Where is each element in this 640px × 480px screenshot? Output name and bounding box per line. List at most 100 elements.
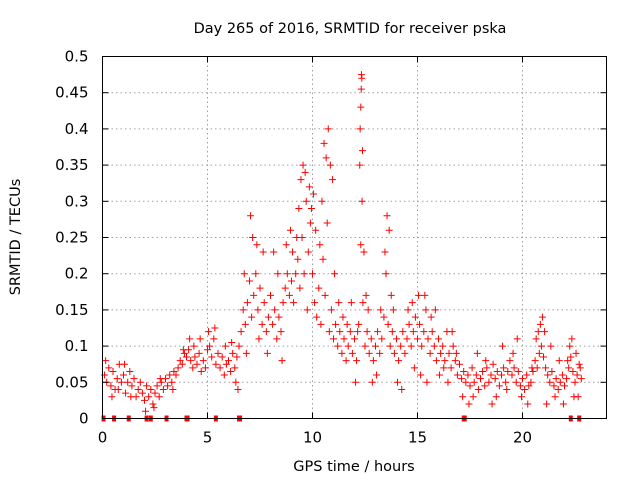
data-point: [456, 360, 463, 368]
data-point: [382, 270, 390, 278]
data-point: [270, 248, 278, 256]
data-point: [252, 270, 260, 278]
data-point: [300, 270, 308, 278]
data-point: [397, 342, 405, 350]
data-point: [568, 335, 576, 343]
data-point: [286, 226, 294, 234]
data-point: [274, 270, 282, 278]
data-point: [237, 328, 245, 336]
data-point: [297, 176, 305, 184]
data-point: [500, 364, 508, 372]
data-point: [453, 371, 461, 379]
data-point: [489, 360, 497, 368]
data-point: [532, 335, 540, 343]
data-point: [249, 234, 257, 241]
data-point: [572, 349, 580, 357]
data-point: [524, 400, 532, 408]
data-point: [285, 291, 293, 299]
data-point: [301, 168, 309, 176]
data-point: [372, 342, 379, 350]
data-point: [127, 393, 135, 401]
y-tick-label: 0.45: [55, 84, 88, 102]
data-point: [149, 400, 157, 408]
data-point: [326, 161, 334, 169]
data-point: [523, 371, 531, 379]
data-point: [259, 248, 267, 256]
data-point: [340, 335, 348, 343]
data-point: [323, 219, 331, 227]
data-point: [498, 371, 505, 379]
data-point: [292, 270, 300, 278]
data-point: [417, 371, 425, 379]
data-point: [374, 328, 382, 336]
data-point: [516, 382, 524, 390]
data-point: [477, 375, 484, 383]
y-tick-label: 0.2: [65, 265, 89, 283]
data-point: [421, 291, 429, 299]
data-point: [546, 378, 554, 386]
data-point: [569, 367, 577, 375]
data-point: [531, 357, 539, 365]
data-point: [107, 382, 115, 390]
data-point: [485, 378, 493, 386]
data-point: [239, 306, 247, 314]
data-point: [502, 378, 510, 386]
data-point: [479, 367, 487, 375]
data-point: [423, 378, 431, 386]
data-point: [210, 335, 218, 343]
data-point: [420, 328, 428, 336]
data-point: [428, 328, 436, 336]
data-point: [395, 357, 403, 365]
data-point: [229, 349, 237, 357]
y-tick-label: 0.05: [55, 373, 88, 391]
data-point: [324, 125, 332, 133]
data-point: [521, 386, 529, 394]
data-point: [242, 349, 250, 357]
data-point: [166, 371, 174, 379]
data-point: [360, 248, 368, 256]
data-point: [222, 360, 230, 368]
data-point: [571, 378, 579, 386]
data-point: [474, 386, 482, 394]
data-point: [393, 335, 400, 343]
data-point: [155, 393, 163, 401]
data-point: [264, 313, 272, 321]
data-point: [387, 291, 395, 299]
data-point: [440, 364, 448, 372]
data-point: [536, 320, 544, 328]
data-point: [232, 378, 240, 386]
y-tick-label: 0.15: [55, 301, 88, 319]
data-point: [512, 378, 520, 386]
data-point: [247, 212, 255, 220]
data-point: [201, 364, 209, 372]
data-point: [241, 320, 249, 328]
data-point: [343, 320, 351, 328]
data-point: [432, 357, 440, 365]
data-point: [462, 378, 470, 386]
data-point: [262, 328, 270, 336]
data-point: [550, 382, 558, 390]
data-point: [332, 320, 340, 328]
data-point: [361, 342, 369, 350]
data-point: [293, 234, 301, 241]
data-point: [356, 161, 364, 169]
data-point: [577, 375, 585, 383]
data-point: [342, 357, 350, 365]
chart-title: Day 265 of 2016, SRMTID for receiver psk…: [194, 21, 507, 37]
data-point: [157, 378, 165, 386]
data-point: [233, 353, 241, 361]
data-point: [527, 378, 535, 386]
data-point: [403, 335, 411, 343]
data-point: [227, 367, 235, 375]
data-point: [331, 270, 339, 278]
data-point: [517, 393, 525, 401]
data-point: [105, 364, 113, 372]
data-point: [124, 378, 132, 386]
data-point: [482, 357, 490, 365]
data-point: [178, 360, 186, 368]
data-point: [320, 139, 328, 147]
data-point: [359, 299, 367, 307]
data-point: [348, 349, 356, 357]
data-point: [548, 367, 556, 375]
